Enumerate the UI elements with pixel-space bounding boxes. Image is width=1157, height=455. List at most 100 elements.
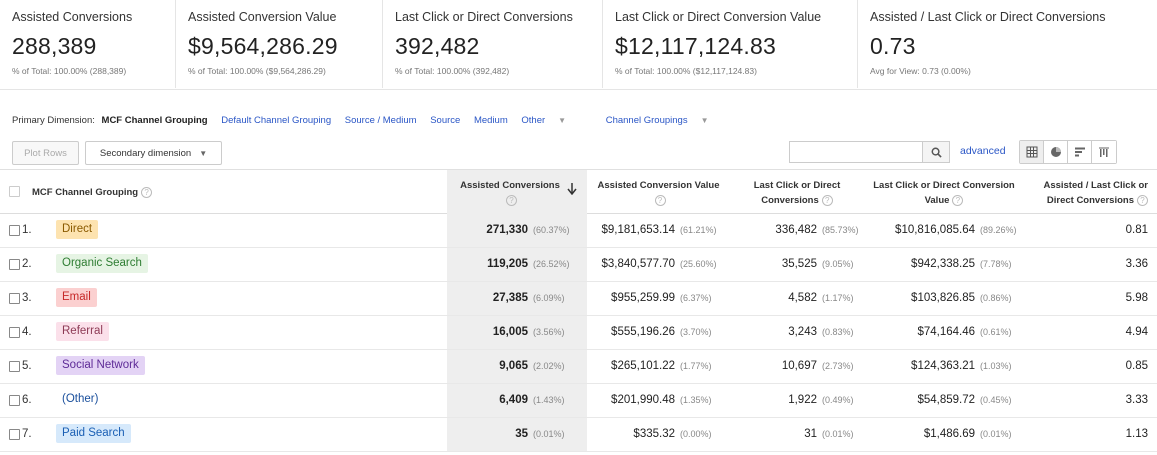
metric-value: 288,389 — [12, 33, 97, 59]
header-last-click-conversion-value[interactable]: Last Click or Direct Conversion Value? — [864, 170, 1024, 214]
table-view-icon[interactable] — [1020, 141, 1044, 163]
row-checkbox[interactable] — [9, 395, 20, 406]
header-mcf-channel-grouping[interactable]: MCF Channel Grouping? — [32, 170, 332, 214]
cell-value: 27,385 — [492, 292, 528, 304]
table-row[interactable]: 7. Paid Search 35 (0.01%) $335.32 (0.00%) … — [0, 418, 1157, 452]
help-icon[interactable]: ? — [821, 194, 833, 206]
table-search-input[interactable] — [789, 141, 923, 163]
cell-last-click-conversions: 4,582 (1.17%) — [730, 282, 864, 315]
cell-ratio: 0.85 — [1125, 360, 1148, 372]
dimension-medium[interactable]: Medium — [473, 115, 508, 126]
help-icon[interactable]: ? — [952, 194, 964, 206]
cell-ratio: 5.98 — [1125, 292, 1148, 304]
cell-percent: (2.73%) — [822, 361, 854, 371]
metric-last-click-conversion-value[interactable]: Last Click or Direct Conversion Value $1… — [602, 0, 857, 88]
select-all-checkbox[interactable] — [9, 186, 20, 197]
cell-percent: (7.78%) — [980, 259, 1012, 269]
row-checkbox[interactable] — [9, 293, 20, 304]
plot-rows-button[interactable]: Plot Rows — [12, 141, 79, 165]
row-number: 1. — [22, 224, 32, 236]
metric-assisted-last-click-ratio[interactable]: Assisted / Last Click or Direct Conversi… — [857, 0, 1157, 88]
channel-link[interactable]: Social Network — [56, 356, 145, 376]
chevron-down-icon: ▼ — [199, 148, 208, 158]
metric-label: Assisted Conversions — [12, 10, 133, 24]
channel-link[interactable]: Direct — [56, 220, 99, 240]
channel-link[interactable]: Referral — [56, 322, 109, 342]
cell-assisted-conversion-value: $335.32 (0.00%) — [587, 418, 730, 451]
help-icon[interactable]: ? — [654, 194, 666, 206]
cell-percent: (0.83%) — [822, 327, 854, 337]
cell-percent: (1.35%) — [680, 395, 712, 405]
pie-view-icon[interactable] — [1044, 141, 1068, 163]
cell-percent: (0.01%) — [822, 429, 854, 439]
advanced-filter-link[interactable]: advanced — [960, 145, 1006, 157]
row-checkbox[interactable] — [9, 225, 20, 236]
table-row[interactable]: 4. Referral 16,005 (3.56%) $555,196.26 (3.… — [0, 316, 1157, 350]
channel-link[interactable]: Email — [56, 288, 97, 308]
help-icon[interactable]: ? — [1137, 194, 1148, 206]
channel-link[interactable]: Paid Search — [56, 424, 131, 444]
summary-metrics: Assisted Conversions 288,389 % of Total:… — [0, 0, 1157, 90]
cell-last-click-conversions: 31 (0.01%) — [730, 418, 864, 451]
comparison-view-icon[interactable] — [1092, 141, 1116, 163]
secondary-dimension-dropdown[interactable]: Secondary dimension ▼ — [85, 141, 222, 165]
table-row[interactable]: 3. Email 27,385 (6.09%) $955,259.99 (6.37%… — [0, 282, 1157, 316]
row-checkbox[interactable] — [9, 259, 20, 270]
channel-link[interactable]: (Other) — [56, 390, 105, 410]
row-checkbox[interactable] — [9, 429, 20, 440]
cell-percent: (0.01%) — [533, 429, 565, 439]
cell-last-click-conversion-value: $54,859.72 (0.45%) — [864, 384, 1024, 417]
metric-value: 392,482 — [395, 33, 480, 59]
header-assisted-last-click-ratio[interactable]: Assisted / Last Click or Direct Conversio… — [1024, 170, 1148, 214]
table-row[interactable]: 2. Organic Search 119,205 (26.52%) $3,840… — [0, 248, 1157, 282]
cell-value: 336,482 — [775, 224, 817, 236]
table-row[interactable]: 6. (Other) 6,409 (1.43%) $201,990.48 (1.35… — [0, 384, 1157, 418]
dimension-source[interactable]: Source — [430, 115, 461, 126]
header-label-line1: Assisted / Last Click or — [1043, 180, 1148, 191]
header-label-line2: Direct Conversions — [1046, 195, 1134, 206]
cell-value: $74,164.46 — [917, 326, 975, 338]
cell-ratio: 0.81 — [1125, 224, 1148, 236]
cell-assisted-conversion-value: $9,181,653.14 (61.21%) — [587, 214, 730, 247]
channel-groupings-dropdown[interactable]: Channel Groupings ▼ — [606, 115, 720, 126]
cell-percent: (1.17%) — [822, 293, 854, 303]
dimension-default-channel-grouping[interactable]: Default Channel Grouping — [221, 115, 332, 126]
table-row[interactable]: 1. Direct 271,330 (60.37%) $9,181,653.14 (… — [0, 214, 1157, 248]
header-last-click-conversions[interactable]: Last Click or Direct Conversions? — [730, 170, 864, 214]
metric-assisted-conversions[interactable]: Assisted Conversions 288,389 % of Total:… — [0, 0, 175, 88]
primary-dimension-label: Primary Dimension: — [12, 115, 95, 126]
help-icon[interactable]: ? — [141, 186, 153, 198]
cell-percent: (25.60%) — [680, 259, 717, 269]
table-row[interactable]: 5. Social Network 9,065 (2.02%) $265,101.… — [0, 350, 1157, 384]
performance-view-icon[interactable] — [1068, 141, 1092, 163]
row-checkbox[interactable] — [9, 361, 20, 372]
search-button[interactable] — [923, 141, 950, 163]
dimension-other-dropdown[interactable]: Other ▼ — [521, 115, 577, 126]
cell-last-click-conversion-value: $10,816,085.64 (89.26%) — [864, 214, 1024, 247]
row-checkbox[interactable] — [9, 327, 20, 338]
dimension-mcf-channel-grouping[interactable]: MCF Channel Grouping — [101, 115, 208, 126]
cell-percent: (89.26%) — [980, 225, 1017, 235]
cell-last-click-conversion-value: $124,363.21 (1.03%) — [864, 350, 1024, 383]
cell-ratio: 3.36 — [1125, 258, 1148, 270]
metric-value: 0.73 — [870, 33, 916, 59]
row-number: 3. — [22, 292, 32, 304]
cell-last-click-conversion-value: $74,164.46 (0.61%) — [864, 316, 1024, 349]
metric-last-click-conversions[interactable]: Last Click or Direct Conversions 392,482… — [382, 0, 602, 88]
channel-link[interactable]: Organic Search — [56, 254, 148, 274]
table-header: MCF Channel Grouping? Assisted Conversio… — [0, 170, 1157, 214]
header-assisted-conversions[interactable]: Assisted Conversions? — [447, 170, 587, 214]
header-assisted-conversion-value[interactable]: Assisted Conversion Value? — [587, 170, 730, 214]
cell-value: $54,859.72 — [917, 394, 975, 406]
cell-value: $335.32 — [633, 428, 675, 440]
cell-assisted-conversions: 35 (0.01%) — [447, 418, 587, 451]
help-icon[interactable]: ? — [506, 194, 517, 206]
cell-value: $3,840,577.70 — [601, 258, 675, 270]
cell-percent: (3.56%) — [533, 327, 565, 337]
metric-assisted-conversion-value[interactable]: Assisted Conversion Value $9,564,286.29 … — [175, 0, 382, 88]
cell-value: 271,330 — [486, 224, 528, 236]
cell-value: 9,065 — [499, 360, 528, 372]
dimension-source-medium[interactable]: Source / Medium — [344, 115, 417, 126]
cell-last-click-conversions: 10,697 (2.73%) — [730, 350, 864, 383]
cell-value: 16,005 — [492, 326, 528, 338]
